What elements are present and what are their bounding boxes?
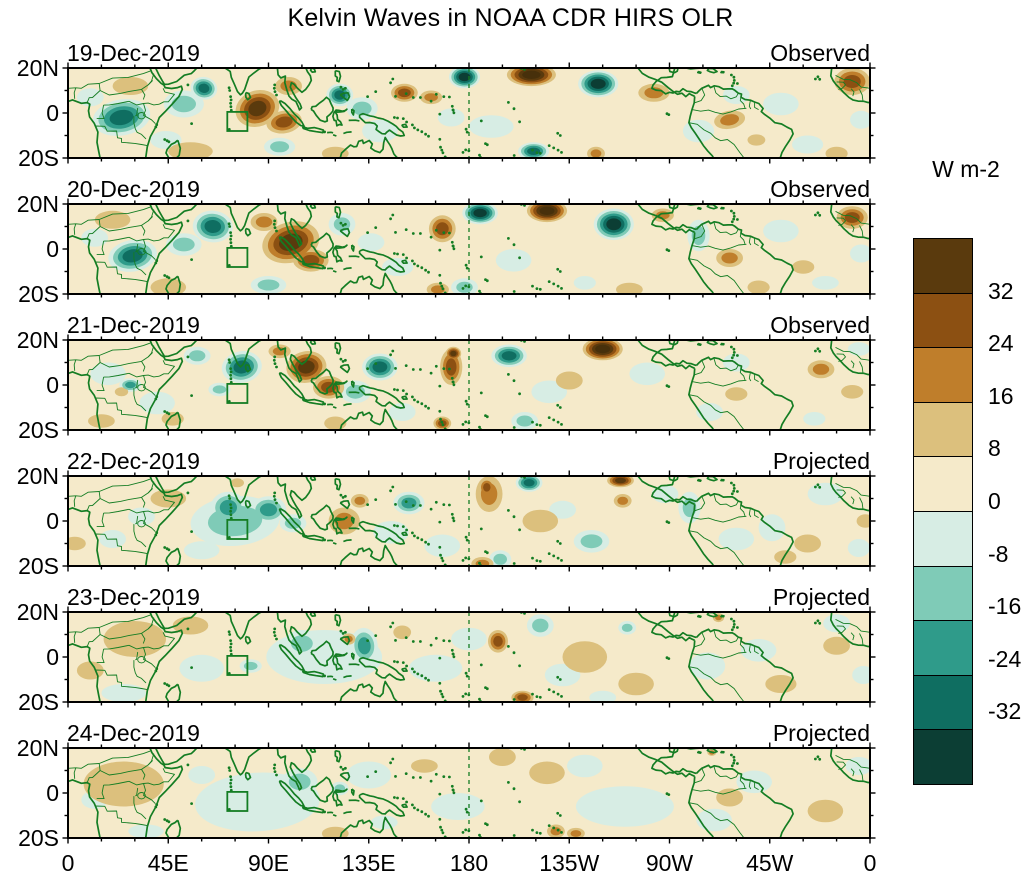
x-axis-label: 135W xyxy=(539,850,600,876)
colorbar-tick-label: -32 xyxy=(988,698,1021,725)
panel-date-label: 19-Dec-2019 xyxy=(67,40,200,66)
panel-date-label: 24-Dec-2019 xyxy=(67,720,200,746)
y-axis-label: 0 xyxy=(46,644,59,670)
colorbar-tick-label: 0 xyxy=(988,488,1001,514)
colorbar-cell xyxy=(913,401,973,458)
panel-source-label: Projected xyxy=(772,720,870,746)
colorbar-tick-label: 8 xyxy=(988,435,1001,462)
colorbar-cell xyxy=(913,510,973,567)
colorbar-cell xyxy=(913,565,973,622)
x-axis-label: 90W xyxy=(645,850,694,876)
y-axis-label: 20N xyxy=(16,191,59,217)
colorbar-tick-label: 16 xyxy=(988,382,1014,409)
y-axis-label: 20S xyxy=(18,281,59,307)
colorbar-tick-label: -24 xyxy=(988,645,1021,672)
panel-source-label: Projected xyxy=(772,584,870,610)
x-axis-label: 0 xyxy=(863,850,877,876)
y-axis-label: 20S xyxy=(18,417,59,443)
x-axis-label: 180 xyxy=(449,850,489,876)
panel-map xyxy=(62,62,876,164)
y-axis-label: 20N xyxy=(16,735,59,761)
x-axis-label: 45W xyxy=(746,850,794,876)
x-axis-label: 0 xyxy=(61,850,75,876)
y-axis-label: 0 xyxy=(46,100,59,126)
colorbar-cell xyxy=(913,292,973,349)
panel-date-label: 20-Dec-2019 xyxy=(67,176,200,202)
panel-map xyxy=(62,334,876,436)
colorbar-cell xyxy=(913,620,973,676)
panel-map xyxy=(62,470,876,572)
y-axis-label: 0 xyxy=(46,372,59,398)
panel-source-label: Observed xyxy=(770,40,870,66)
y-axis-label: 20N xyxy=(16,463,59,489)
colorbar-tick-label: 24 xyxy=(988,330,1014,357)
y-axis-label: 20N xyxy=(16,55,59,81)
y-axis-label: 20N xyxy=(16,599,59,625)
panel-map xyxy=(62,742,876,844)
figure-title: Kelvin Waves in NOAA CDR HIRS OLR xyxy=(287,4,734,32)
y-axis-label: 0 xyxy=(46,780,59,806)
colorbar-tick-label: -8 xyxy=(988,540,1009,567)
x-axis-label: 45E xyxy=(147,850,189,876)
colorbar-unit-label: W m-2 xyxy=(932,156,1000,182)
colorbar-cell xyxy=(913,456,973,512)
panel-source-label: Projected xyxy=(772,448,870,474)
panel-date-label: 21-Dec-2019 xyxy=(67,312,200,338)
colorbar-cell xyxy=(913,674,973,731)
colorbar xyxy=(913,238,973,785)
colorbar-cell xyxy=(913,729,973,785)
y-axis-label: 20S xyxy=(18,553,59,579)
y-axis-label: 0 xyxy=(46,508,59,534)
colorbar-cell xyxy=(913,347,973,403)
y-axis-label: 20S xyxy=(18,825,59,851)
colorbar-tick-label: 32 xyxy=(988,277,1014,304)
y-axis-label: 0 xyxy=(46,236,59,262)
panel-map xyxy=(62,198,876,300)
x-axis-label: 90E xyxy=(248,850,289,876)
x-axis-label: 135E xyxy=(341,850,396,876)
panel-date-label: 23-Dec-2019 xyxy=(67,584,200,610)
panel-source-label: Observed xyxy=(770,312,870,338)
y-axis-label: 20S xyxy=(18,145,59,171)
panel-date-label: 22-Dec-2019 xyxy=(67,448,200,474)
colorbar-tick-label: -16 xyxy=(988,593,1021,620)
colorbar-cell xyxy=(913,238,973,294)
panel-source-label: Observed xyxy=(770,176,870,202)
y-axis-label: 20N xyxy=(16,327,59,353)
y-axis-label: 20S xyxy=(18,689,59,715)
panel-map xyxy=(62,606,876,708)
